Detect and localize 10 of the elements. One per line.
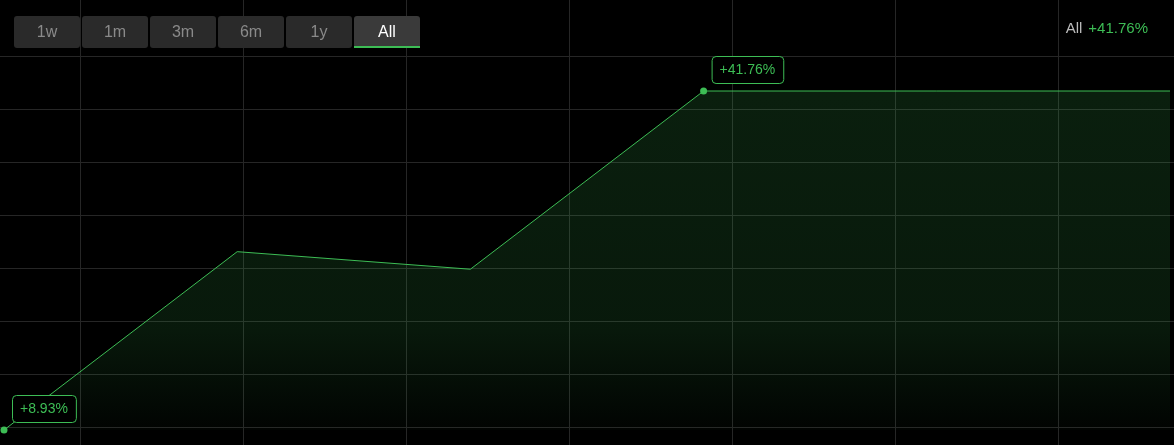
range-button: All	[354, 16, 420, 48]
range-button: 6m	[218, 16, 284, 48]
chart-title: All	[1065, 19, 1083, 36]
range-button: 1y	[286, 16, 352, 48]
range-button: 1w	[14, 16, 80, 48]
data-label: +8.93%	[20, 400, 68, 417]
range-button: 3m	[150, 16, 216, 48]
chart-subtitle: +41.76%	[1088, 19, 1148, 36]
data-label: +41.76%	[719, 61, 776, 78]
range-button: 1m	[82, 16, 148, 48]
